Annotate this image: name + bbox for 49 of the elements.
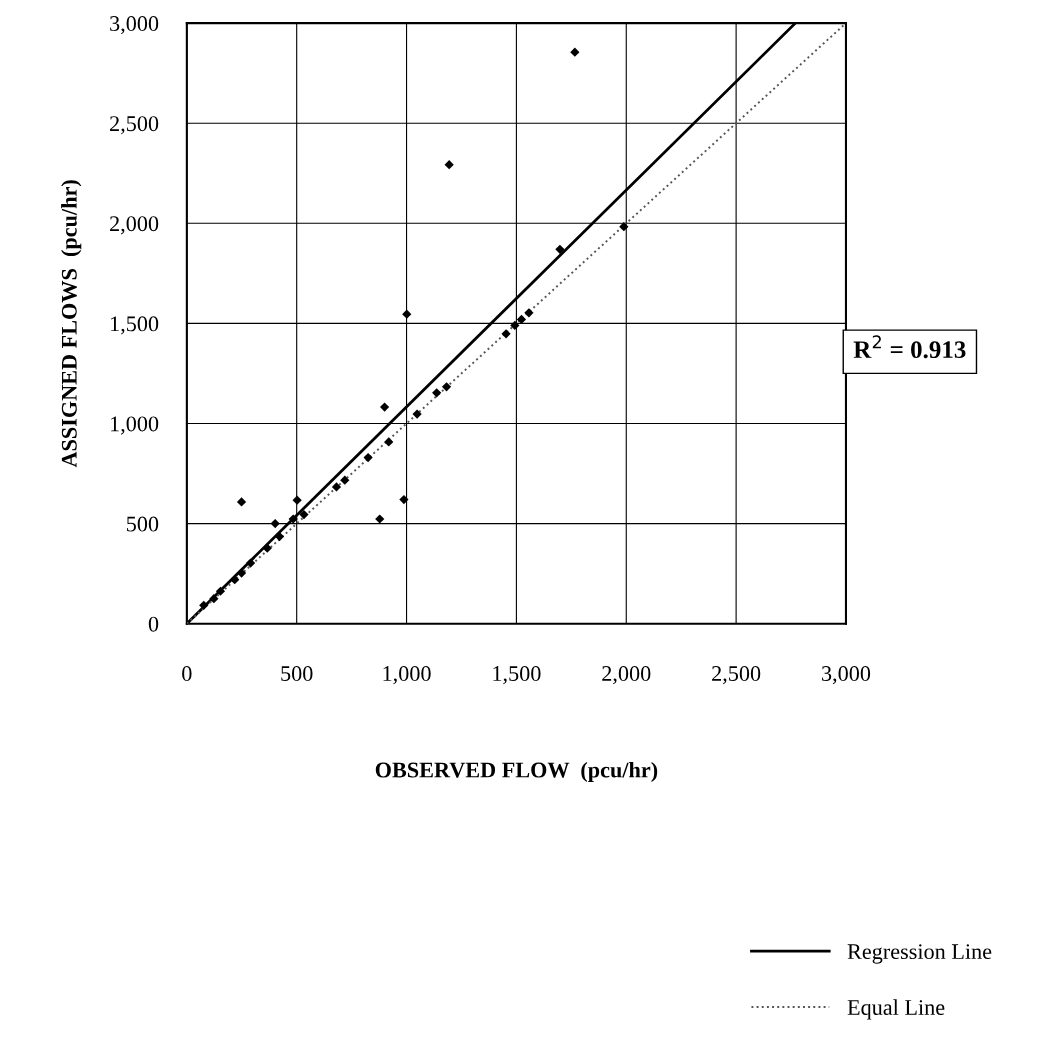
point — [209, 594, 219, 604]
point — [379, 402, 390, 412]
point — [619, 222, 629, 232]
y-tick-label: 0 — [148, 616, 159, 632]
y-tick-label: 3,000 — [110, 16, 159, 35]
y-tick-label: 500 — [127, 516, 159, 532]
point — [292, 495, 302, 505]
point — [516, 314, 527, 324]
text: R$^{2}$ = 0.913 — [853, 335, 966, 359]
point — [230, 575, 240, 585]
point — [375, 514, 385, 524]
x-tick-label: 2,500 — [712, 666, 761, 685]
point — [262, 543, 272, 553]
point — [340, 475, 350, 485]
point — [236, 497, 247, 507]
point — [384, 437, 394, 447]
point — [444, 160, 454, 170]
x-axis-title: OBSERVED FLOW (pcu/hr) — [375, 761, 658, 783]
point — [270, 518, 280, 529]
legend-label: Regression Line — [847, 944, 992, 964]
point — [555, 244, 565, 254]
y-tick-label: 1,500 — [111, 316, 159, 335]
x-tick-label: 2,000 — [602, 666, 651, 685]
x-tick-label: 0 — [182, 666, 192, 682]
y-tick-label: 1,000 — [111, 416, 159, 435]
x-tick-label: 3,000 — [822, 666, 871, 685]
point — [288, 514, 298, 524]
point — [432, 388, 442, 398]
point — [215, 586, 226, 596]
legend-label: Equal Line — [847, 999, 945, 1020]
point — [441, 382, 452, 392]
point — [245, 558, 256, 568]
x-tick-label: 1,000 — [383, 666, 431, 685]
y-tick-label: 2,000 — [110, 216, 159, 235]
x-tick-label: 500 — [281, 666, 313, 682]
point — [299, 509, 309, 520]
y-axis-title: ASSIGNED FLOWS (pcu/hr) — [61, 180, 82, 468]
point — [570, 47, 580, 57]
x-tick-label: 1,500 — [493, 666, 541, 685]
point — [510, 320, 520, 331]
point — [331, 482, 342, 492]
point — [501, 329, 511, 339]
point — [363, 452, 373, 463]
point — [199, 600, 209, 610]
y-tick-label: 2,500 — [110, 116, 159, 135]
point — [412, 409, 422, 419]
point — [524, 308, 534, 318]
point — [399, 494, 409, 505]
point — [402, 309, 412, 319]
